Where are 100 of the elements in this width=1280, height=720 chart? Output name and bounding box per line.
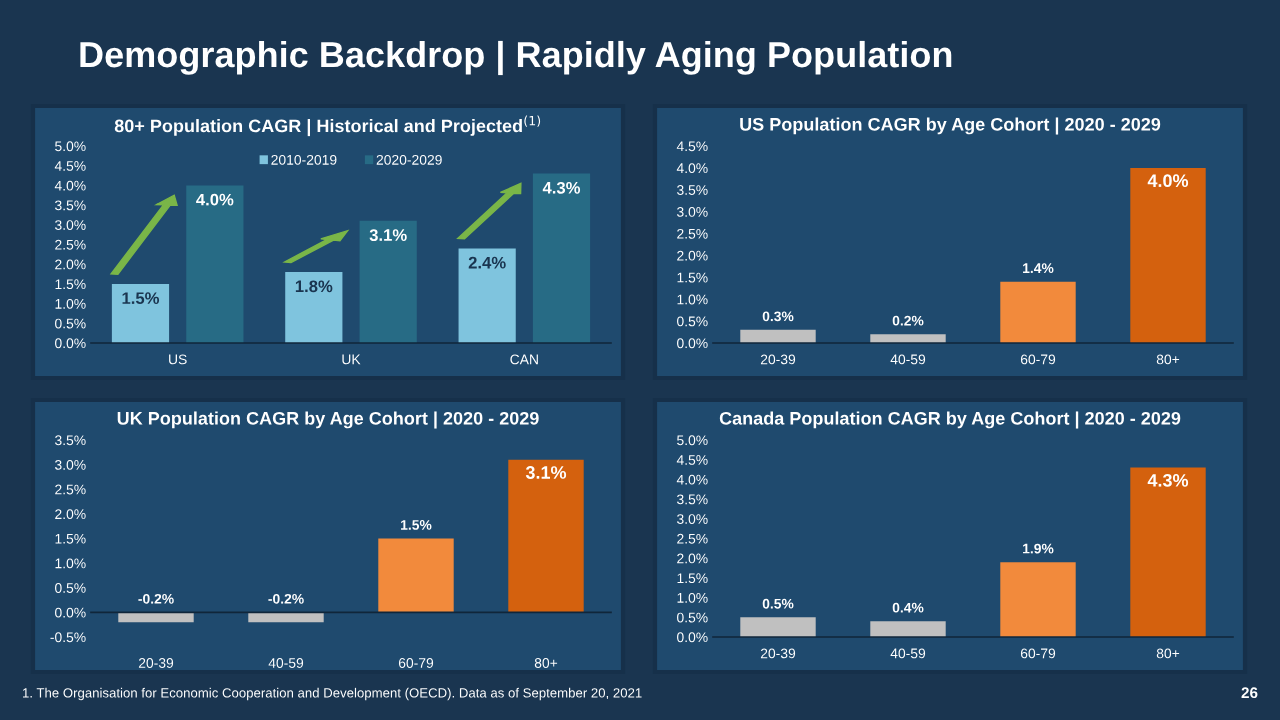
bar xyxy=(458,248,516,343)
y-tick-label: 3.5% xyxy=(677,494,708,505)
legend-label: 2020-2029 xyxy=(376,154,442,165)
y-tick-label: 3.5% xyxy=(55,200,86,211)
y-tick-label: 3.0% xyxy=(55,459,86,470)
bar xyxy=(111,283,170,343)
y-tick-label: 3.0% xyxy=(677,514,708,524)
data-label: 0.4% xyxy=(892,602,924,613)
data-label: 1.4% xyxy=(1023,263,1054,274)
y-tick-label: 1.5% xyxy=(55,533,86,544)
y-tick-label: 2.0% xyxy=(55,509,86,520)
data-label: 0.3% xyxy=(762,311,794,322)
data-label: 4.0% xyxy=(196,193,234,206)
y-tick-label: 1.0% xyxy=(55,298,86,309)
y-tick-label: 0.5% xyxy=(55,583,86,593)
y-tick-label: 1.0% xyxy=(677,294,708,305)
x-tick-label: 60-79 xyxy=(1020,648,1056,659)
data-label: 4.0% xyxy=(1147,174,1189,188)
bar xyxy=(508,459,584,613)
y-tick-label: 2.5% xyxy=(55,484,86,495)
x-tick-label: CAN xyxy=(510,354,538,365)
text: 26 xyxy=(1241,687,1258,699)
bar xyxy=(186,185,244,343)
y-tick-label: 0.5% xyxy=(55,318,86,329)
bar xyxy=(1130,167,1206,343)
x-tick-label: 40-59 xyxy=(890,648,926,659)
data-label: 2.4% xyxy=(468,256,506,269)
chart-title: Canada Population CAGR by Age Cohort | 2020 - 2029 xyxy=(719,411,1181,429)
y-tick-label: 1.0% xyxy=(677,592,708,603)
x-tick-label: US xyxy=(169,354,187,365)
chart-title: US Population CAGR by Age Cohort | 2020 - 2029 xyxy=(740,117,1161,135)
y-tick-label: 2.0% xyxy=(677,553,708,564)
data-label: 1.9% xyxy=(1023,543,1054,554)
y-tick-label: 3.5% xyxy=(677,185,708,195)
y-tick-label: 4.5% xyxy=(676,455,708,465)
x-tick-label: 60-79 xyxy=(1020,354,1056,365)
x-tick-label: 20-39 xyxy=(138,658,174,668)
bar xyxy=(1130,467,1206,637)
data-label: 3.1% xyxy=(525,466,567,479)
bar xyxy=(359,220,417,343)
y-tick-label: -0.5% xyxy=(50,632,86,643)
y-tick-label: 1.0% xyxy=(55,558,86,569)
x-tick-label: 20-39 xyxy=(760,354,796,365)
y-tick-label: 4.0% xyxy=(676,163,708,174)
x-tick-label: 80+ xyxy=(1156,648,1180,659)
x-tick-label: UK xyxy=(342,354,361,365)
bar xyxy=(870,334,946,343)
data-label: 1.8% xyxy=(295,280,333,293)
data-label: 1.5% xyxy=(122,292,160,305)
text: Demographic Backdrop | Rapidly Aging Population xyxy=(80,40,952,76)
y-tick-label: 0.5% xyxy=(677,316,708,327)
y-tick-label: 5.0% xyxy=(677,435,708,446)
y-tick-label: 0.0% xyxy=(55,607,86,618)
x-tick-label: 60-79 xyxy=(398,658,434,668)
y-tick-label: 3.0% xyxy=(55,220,86,230)
data-label: -0.2% xyxy=(138,593,174,604)
x-tick-label: 80+ xyxy=(534,658,558,668)
data-label: -0.2% xyxy=(268,593,304,604)
chart-title: 80+ Population CAGR | Historical and Projected$^{(1)}$ xyxy=(114,115,541,137)
x-tick-label: 20-39 xyxy=(760,648,796,659)
bar xyxy=(285,272,343,343)
chart-title: UK Population CAGR by Age Cohort | 2020 - 2029 xyxy=(117,411,539,429)
data-label: 4.3% xyxy=(1147,473,1189,487)
data-label: 3.1% xyxy=(369,229,407,242)
y-tick-label: 4.0% xyxy=(54,180,86,191)
data-label: 4.3% xyxy=(542,181,581,194)
text: 1. The Organisation for Economic Cooperation and Development (OECD). Data as of September 20, 2021 xyxy=(23,687,642,701)
y-tick-label: 1.5% xyxy=(677,272,708,283)
y-tick-label: 4.5% xyxy=(54,161,86,171)
data-label: 1.5% xyxy=(401,520,432,530)
bar xyxy=(740,617,816,637)
y-tick-label: 2.5% xyxy=(677,533,708,544)
x-tick-label: 80+ xyxy=(1156,354,1180,365)
y-tick-label: 2.0% xyxy=(55,259,86,270)
x-tick-label: 40-59 xyxy=(268,658,304,668)
y-tick-label: 4.5% xyxy=(676,141,708,152)
y-tick-label: 3.0% xyxy=(677,207,708,217)
y-tick-label: 5.0% xyxy=(55,141,86,152)
bar xyxy=(248,612,324,623)
data-label: 0.2% xyxy=(892,315,924,326)
y-tick-label: 0.5% xyxy=(677,612,708,623)
y-tick-label: 2.5% xyxy=(677,228,708,239)
y-tick-label: 3.5% xyxy=(55,435,86,446)
bar xyxy=(118,612,194,623)
bar xyxy=(740,329,816,343)
legend-label: 2010-2019 xyxy=(271,154,337,165)
y-tick-label: 4.0% xyxy=(676,474,708,485)
y-tick-label: 2.5% xyxy=(55,239,86,250)
y-tick-label: 0.0% xyxy=(55,338,86,349)
bar xyxy=(378,538,454,613)
bar xyxy=(870,621,946,637)
bar xyxy=(532,173,591,343)
y-tick-label: 2.0% xyxy=(677,250,708,261)
y-tick-label: 1.5% xyxy=(55,279,86,290)
bar xyxy=(1000,281,1076,343)
y-tick-label: 1.5% xyxy=(677,573,708,584)
data-label: 0.5% xyxy=(762,598,794,609)
x-tick-label: 40-59 xyxy=(890,354,926,365)
bar xyxy=(1000,562,1076,637)
y-tick-label: 0.0% xyxy=(677,632,708,643)
